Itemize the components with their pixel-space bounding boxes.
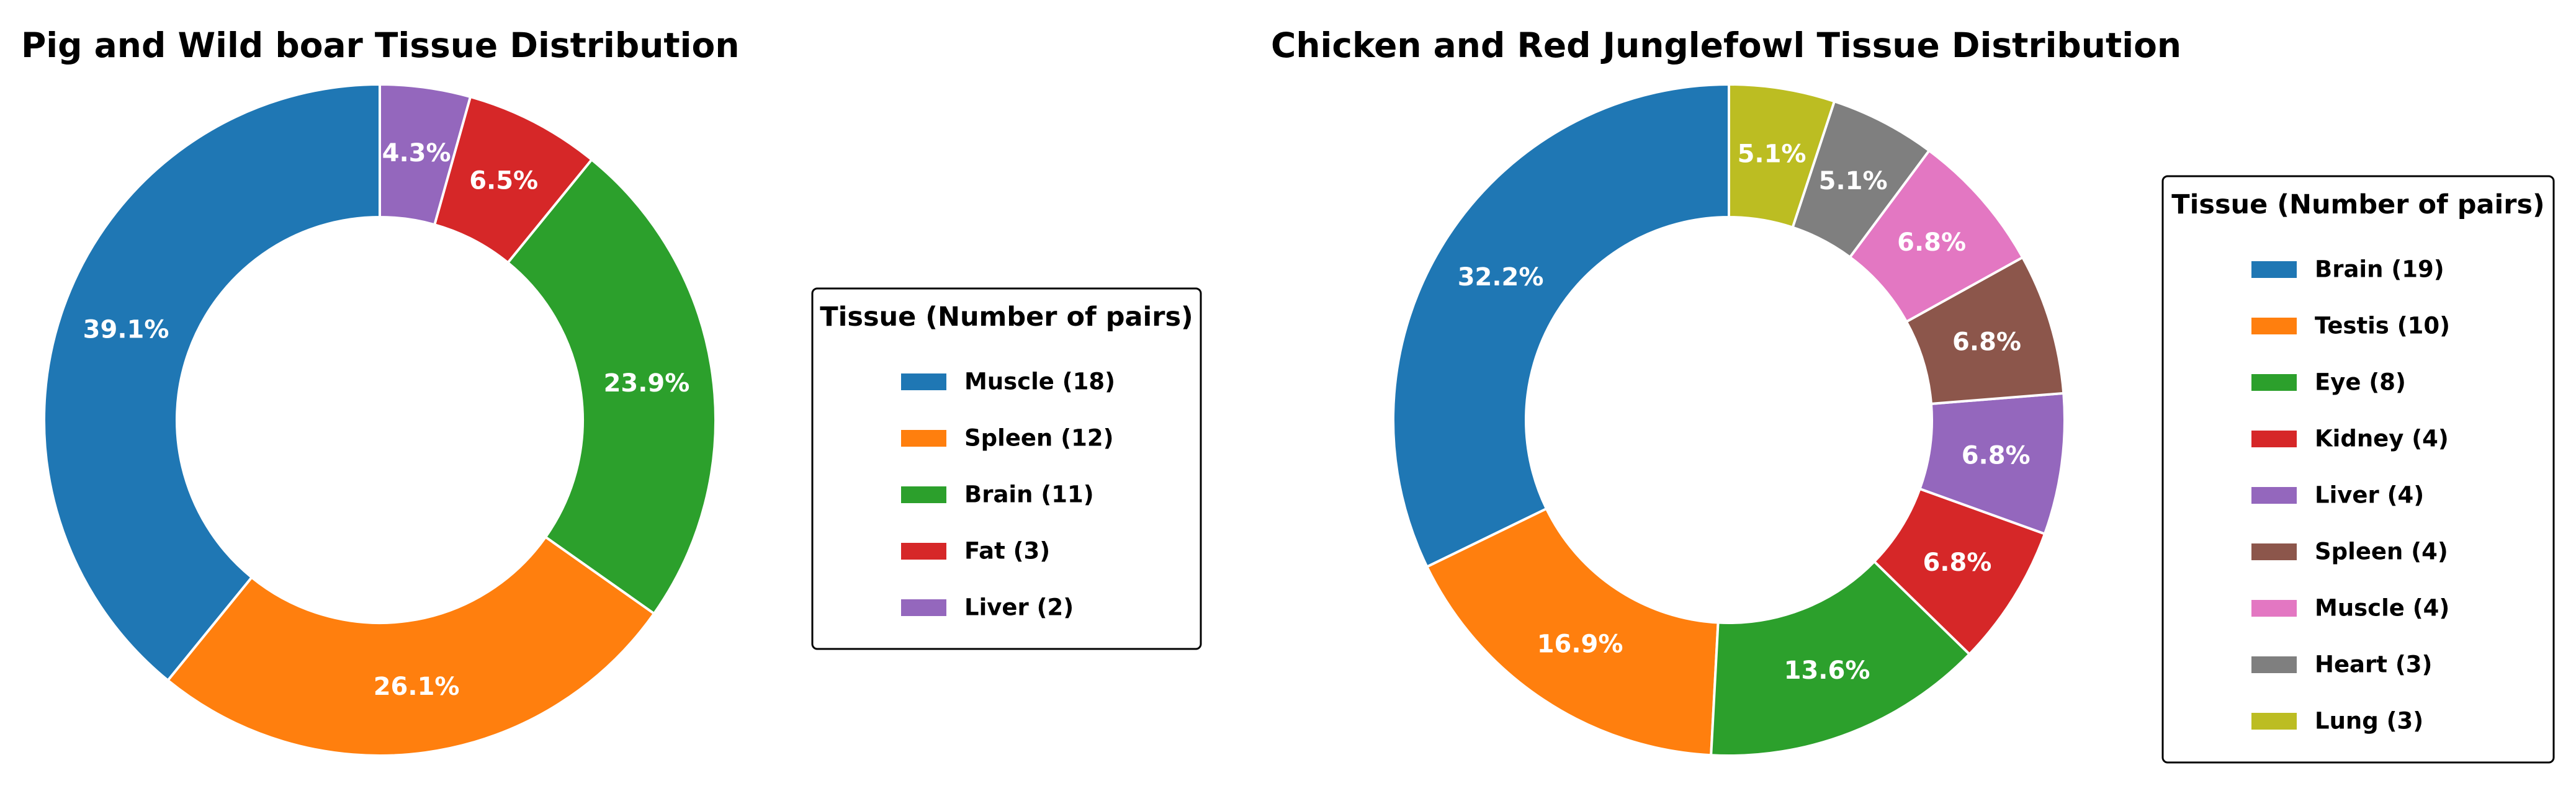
pig-wild-boar-panel: Pig and Wild boar Tissue Distribution 39.… — [21, 25, 1202, 757]
legend: Tissue (Number of pairs) Muscle (18) Splee… — [811, 287, 1202, 650]
pct-label-liver: 6.8% — [1962, 442, 2031, 470]
legend-label-muscle: Muscle (18) — [964, 369, 1115, 395]
legend-title: Tissue (Number of pairs) — [2171, 189, 2544, 220]
pct-label-kidney: 6.8% — [1923, 548, 1991, 577]
pct-label-testis: 16.9% — [1537, 630, 1623, 659]
legend-item-muscle: Muscle (18) — [901, 369, 1115, 395]
pct-label-eye: 13.6% — [1784, 656, 1870, 685]
legend-swatch-lung — [2251, 713, 2297, 730]
legend-item-kidney: Kidney (4) — [2251, 426, 2449, 452]
legend-label-spleen: Spleen (4) — [2315, 539, 2448, 565]
wedge-eye — [1710, 560, 1972, 757]
legend-label-kidney: Kidney (4) — [2315, 426, 2449, 452]
wedge-muscle — [43, 83, 381, 682]
legend-swatch-eye — [2251, 374, 2297, 391]
pct-label-brain: 23.9% — [604, 369, 690, 398]
legend-label-brain: Brain (11) — [964, 481, 1094, 508]
chicken-junglefowl-panel: Chicken and Red Junglefowl Tissue Distri… — [1271, 25, 2555, 764]
wedge-brain — [506, 158, 717, 615]
legend-item-liver: Liver (4) — [2251, 482, 2424, 509]
legend-item-lung: Lung (3) — [2251, 708, 2423, 735]
legend-label-eye: Eye (8) — [2315, 369, 2406, 396]
legend-swatch-kidney — [2251, 431, 2297, 447]
legend: Tissue (Number of pairs) Brain (19) Testis… — [2161, 175, 2555, 764]
chart-title: Chicken and Red Junglefowl Tissue Distri… — [1271, 25, 2181, 65]
legend-item-spleen: Spleen (4) — [2251, 539, 2448, 565]
legend-swatch-brain — [2251, 261, 2297, 278]
wedge-lung — [1728, 83, 1836, 230]
legend-swatch-muscle — [2251, 600, 2297, 617]
legend-swatch-muscle — [901, 373, 946, 390]
legend-swatch-testis — [2251, 318, 2297, 334]
legend-item-heart: Heart (3) — [2251, 651, 2432, 678]
pct-label-brain: 32.2% — [1458, 263, 1544, 292]
pct-label-muscle: 6.8% — [1897, 228, 1966, 257]
legend-item-liver: Liver (2) — [901, 594, 1074, 621]
legend-label-liver: Liver (2) — [964, 594, 1074, 621]
legend-item-muscle: Muscle (4) — [2251, 595, 2449, 622]
legend-swatch-brain — [901, 486, 946, 503]
pct-label-spleen: 26.1% — [374, 673, 460, 701]
legend-item-brain: Brain (11) — [901, 481, 1094, 508]
wedge-testis — [1425, 507, 1720, 757]
legend-swatch-heart — [2251, 656, 2297, 673]
legend-label-muscle: Muscle (4) — [2315, 595, 2449, 622]
legend-item-testis: Testis (10) — [2251, 313, 2450, 339]
legend-swatch-liver — [901, 599, 946, 616]
pct-label-heart: 5.1% — [1819, 167, 1888, 195]
legend-label-lung: Lung (3) — [2315, 708, 2423, 735]
legend-swatch-spleen — [901, 430, 946, 447]
chart-title: Pig and Wild boar Tissue Distribution — [21, 25, 739, 65]
legend-label-testis: Testis (10) — [2315, 313, 2450, 339]
legend-item-spleen: Spleen (12) — [901, 425, 1114, 452]
legend-label-fat: Fat (3) — [964, 538, 1050, 565]
pct-label-liver: 4.3% — [382, 139, 451, 168]
legend-title: Tissue (Number of pairs) — [820, 302, 1193, 333]
pct-label-fat: 6.5% — [469, 167, 538, 195]
legend-label-spleen: Spleen (12) — [964, 425, 1114, 452]
legend-swatch-liver — [2251, 487, 2297, 504]
pct-label-lung: 5.1% — [1738, 140, 1806, 169]
legend-item-brain: Brain (19) — [2251, 256, 2444, 283]
wedge-spleen — [166, 535, 656, 757]
legend-item-fat: Fat (3) — [901, 538, 1050, 565]
wedge-brain — [1392, 83, 1730, 569]
wedge-liver — [379, 83, 472, 226]
pct-label-spleen: 6.8% — [1952, 328, 2021, 357]
legend-item-eye: Eye (8) — [2251, 369, 2406, 396]
pct-label-muscle: 39.1% — [83, 316, 169, 344]
legend-label-brain: Brain (19) — [2315, 256, 2444, 283]
legend-label-liver: Liver (4) — [2315, 482, 2424, 509]
legend-swatch-fat — [901, 543, 946, 560]
legend-swatch-spleen — [2251, 543, 2297, 560]
legend-label-heart: Heart (3) — [2315, 651, 2432, 678]
